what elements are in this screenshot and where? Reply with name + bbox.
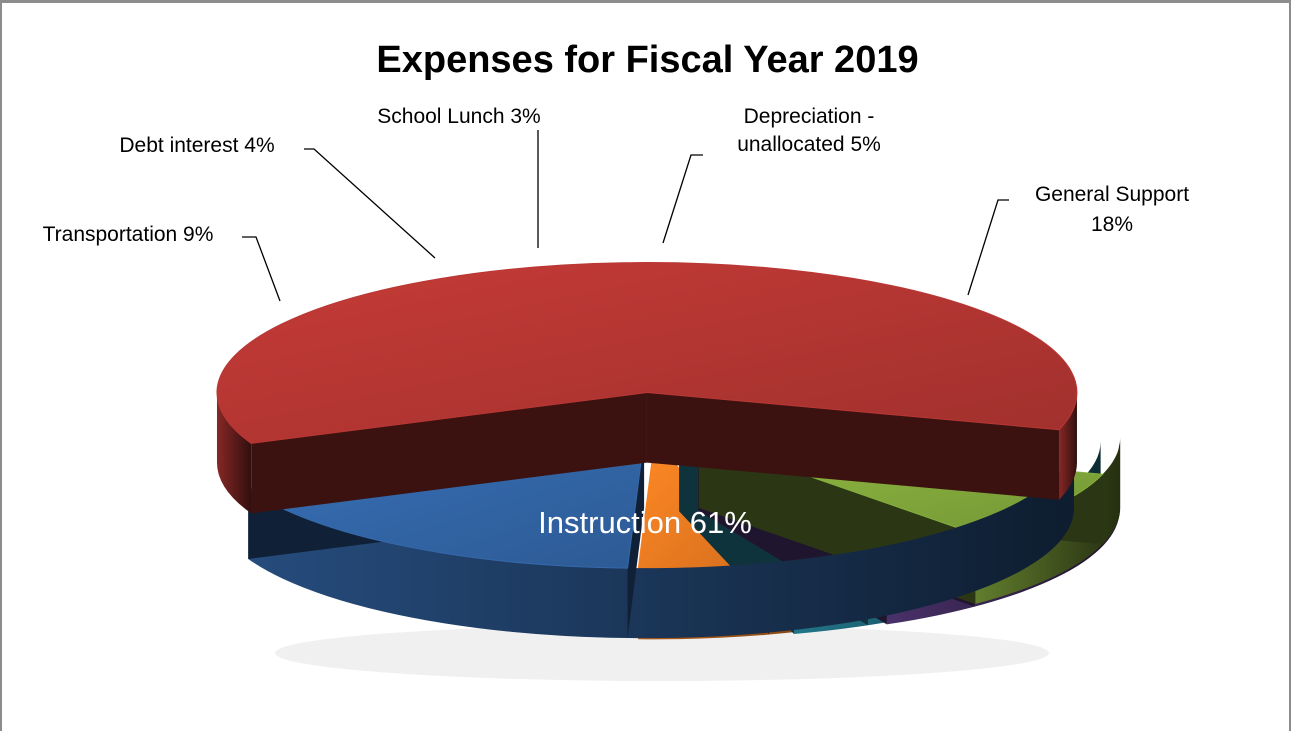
slice-top-face bbox=[216, 262, 1078, 444]
leader-line bbox=[662, 154, 703, 244]
data-label-line: Debt interest 4% bbox=[119, 134, 274, 157]
leader-line bbox=[304, 148, 436, 259]
pie-slice-instruction bbox=[216, 262, 1078, 514]
data-label: General Support 18% bbox=[1035, 183, 1189, 236]
leader-line bbox=[242, 236, 281, 302]
slice-cut-face bbox=[646, 392, 1060, 500]
chart-title: Expenses for Fiscal Year 2019 bbox=[376, 39, 919, 81]
data-label-line: Transportation 9% bbox=[43, 223, 214, 246]
slice-side-wall bbox=[248, 438, 1075, 639]
data-label: School Lunch 3% bbox=[377, 105, 540, 128]
data-label: Depreciation - unallocated 5% bbox=[737, 105, 881, 156]
data-label: Instruction 61% bbox=[538, 505, 752, 540]
slice-side-wall bbox=[1059, 392, 1077, 500]
data-label: Transportation 9% bbox=[43, 223, 214, 246]
leader-line bbox=[967, 199, 1009, 296]
data-label-line: Depreciation - bbox=[744, 105, 875, 128]
slice-side-wall bbox=[216, 392, 252, 514]
slice-cut-face bbox=[251, 392, 647, 514]
data-label-line: School Lunch 3% bbox=[377, 105, 540, 128]
pie-shadow bbox=[275, 625, 1049, 681]
pie-chart: Instruction 61% Transportation 9% Debt int… bbox=[43, 105, 1189, 681]
data-label-line: General Support bbox=[1035, 183, 1189, 206]
data-label-line: Instruction 61% bbox=[538, 505, 752, 540]
data-label-line: 18% bbox=[1091, 213, 1133, 236]
data-label-line: unallocated 5% bbox=[737, 133, 881, 156]
data-label: Debt interest 4% bbox=[119, 134, 274, 157]
